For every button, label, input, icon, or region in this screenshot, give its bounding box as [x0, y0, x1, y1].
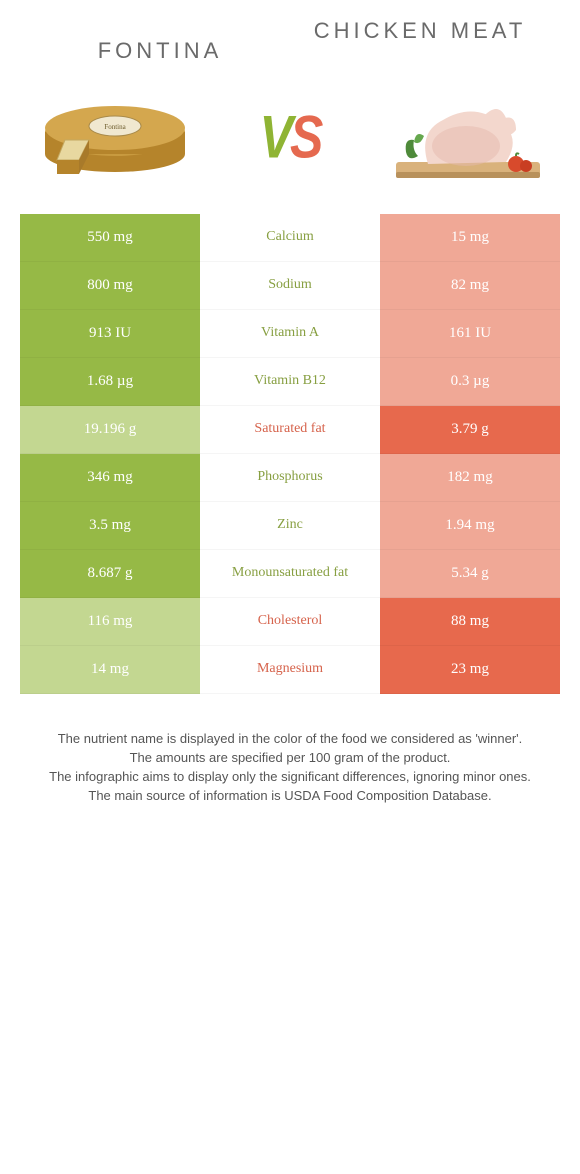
table-row: 346 mgPhosphorus182 mg: [20, 454, 560, 502]
nutrient-name: Magnesium: [200, 646, 380, 694]
left-title-col: Fontina: [30, 18, 290, 64]
left-value: 3.5 mg: [20, 502, 200, 550]
table-row: 3.5 mgZinc1.94 mg: [20, 502, 560, 550]
footnote-line: The main source of information is USDA F…: [26, 787, 554, 806]
left-value: 116 mg: [20, 598, 200, 646]
table-row: 1.68 µgVitamin B120.3 µg: [20, 358, 560, 406]
right-value: 161 IU: [380, 310, 560, 358]
left-value: 8.687 g: [20, 550, 200, 598]
right-value: 23 mg: [380, 646, 560, 694]
left-value: 800 mg: [20, 262, 200, 310]
svg-text:Fontina: Fontina: [104, 123, 126, 131]
right-value: 182 mg: [380, 454, 560, 502]
nutrient-name: Vitamin B12: [200, 358, 380, 406]
right-value: 5.34 g: [380, 550, 560, 598]
footnote-line: The amounts are specified per 100 gram o…: [26, 749, 554, 768]
right-food-title: Chicken meat: [290, 18, 550, 44]
left-food-image: Fontina: [30, 82, 195, 192]
nutrient-name: Sodium: [200, 262, 380, 310]
right-value: 1.94 mg: [380, 502, 560, 550]
table-row: 8.687 gMonounsaturated fat5.34 g: [20, 550, 560, 598]
table-row: 14 mgMagnesium23 mg: [20, 646, 560, 694]
chicken-icon: [388, 82, 548, 192]
vs-s: S: [290, 103, 320, 170]
nutrient-name: Zinc: [200, 502, 380, 550]
left-food-title: Fontina: [30, 38, 290, 64]
right-value: 82 mg: [380, 262, 560, 310]
right-food-image: [385, 82, 550, 192]
table-row: 116 mgCholesterol88 mg: [20, 598, 560, 646]
footnote-line: The nutrient name is displayed in the co…: [26, 730, 554, 749]
right-value: 0.3 µg: [380, 358, 560, 406]
nutrient-name: Saturated fat: [200, 406, 380, 454]
left-value: 550 mg: [20, 214, 200, 262]
table-row: 913 IUVitamin A161 IU: [20, 310, 560, 358]
right-value: 3.79 g: [380, 406, 560, 454]
table-row: 800 mgSodium82 mg: [20, 262, 560, 310]
nutrient-name: Phosphorus: [200, 454, 380, 502]
cheese-icon: Fontina: [33, 82, 193, 192]
left-value: 14 mg: [20, 646, 200, 694]
nutrient-table: 550 mgCalcium15 mg800 mgSodium82 mg913 I…: [20, 214, 560, 694]
nutrient-name: Cholesterol: [200, 598, 380, 646]
nutrient-name: Calcium: [200, 214, 380, 262]
footnote-line: The infographic aims to display only the…: [26, 768, 554, 787]
vs-v: V: [260, 103, 290, 170]
vs-label: VS: [260, 102, 321, 172]
left-value: 913 IU: [20, 310, 200, 358]
left-value: 1.68 µg: [20, 358, 200, 406]
nutrient-name: Monounsaturated fat: [200, 550, 380, 598]
footnotes: The nutrient name is displayed in the co…: [0, 694, 580, 805]
left-value: 346 mg: [20, 454, 200, 502]
header: Fontina Chicken meat: [0, 0, 580, 64]
images-row: Fontina VS: [0, 64, 580, 214]
table-row: 19.196 gSaturated fat3.79 g: [20, 406, 560, 454]
nutrient-name: Vitamin A: [200, 310, 380, 358]
right-title-col: Chicken meat: [290, 18, 550, 44]
table-row: 550 mgCalcium15 mg: [20, 214, 560, 262]
right-value: 15 mg: [380, 214, 560, 262]
left-value: 19.196 g: [20, 406, 200, 454]
right-value: 88 mg: [380, 598, 560, 646]
